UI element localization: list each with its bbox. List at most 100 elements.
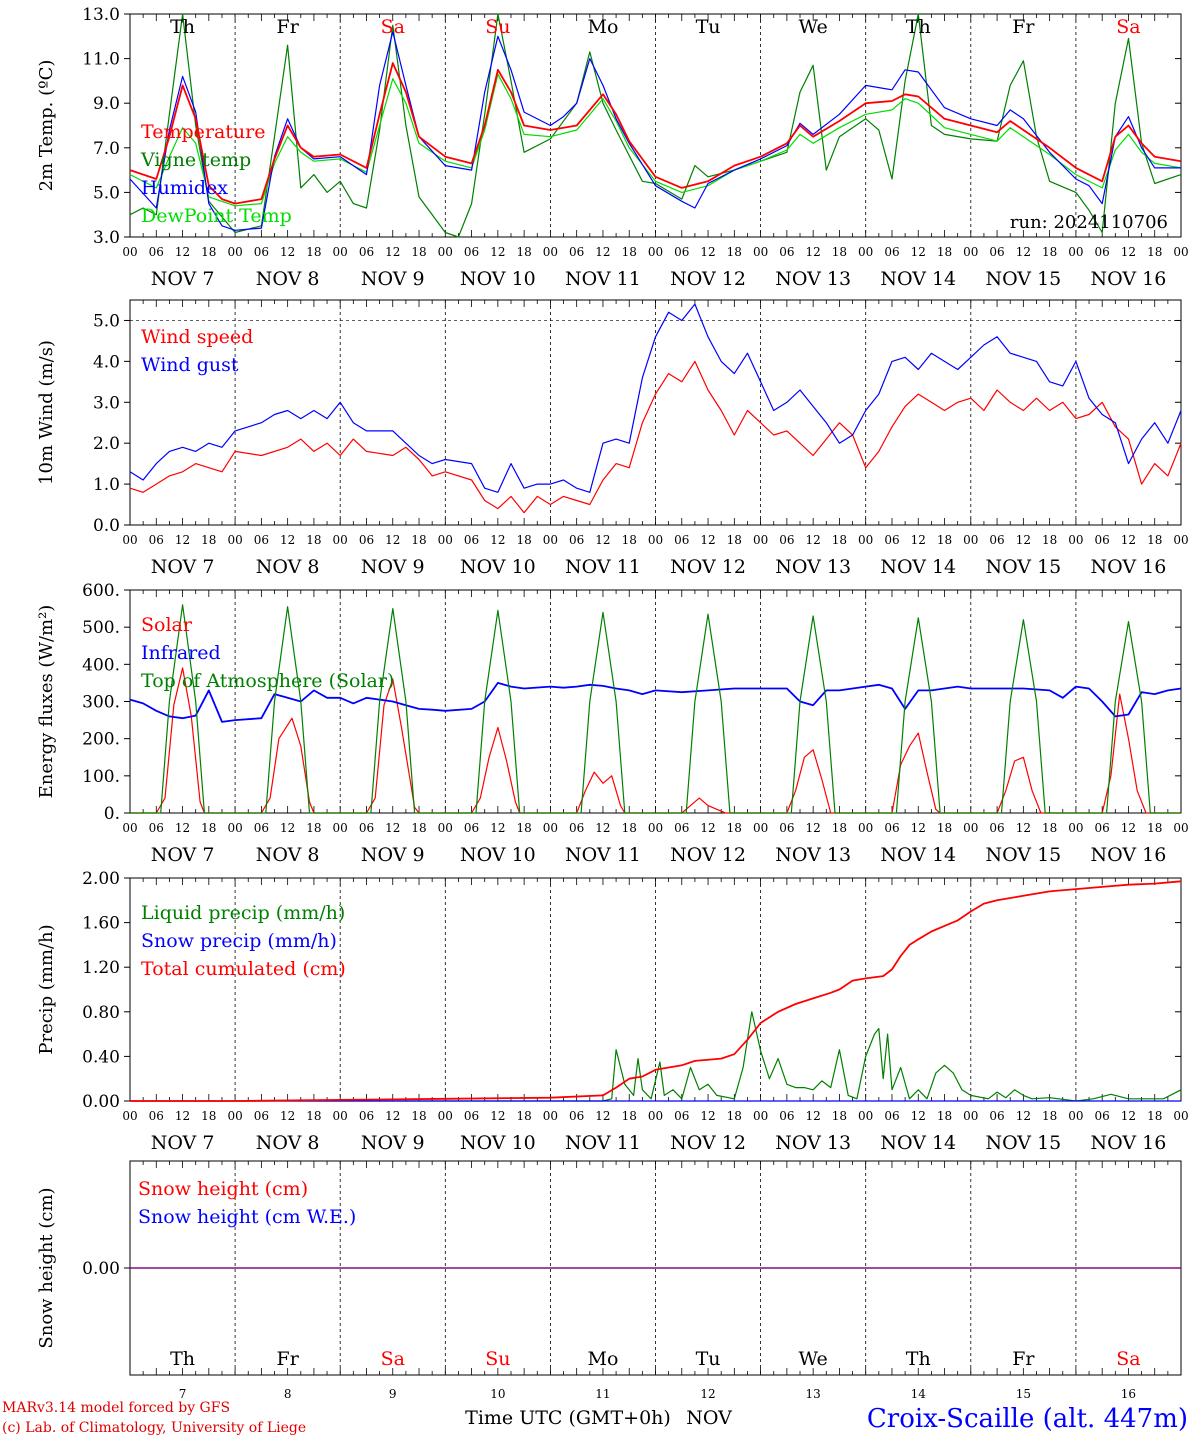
weekday-label-bottom: Su [485, 1348, 510, 1370]
date-label: NOV 12 [670, 556, 746, 578]
weekday-label-bottom: Tu [696, 1348, 721, 1370]
hour-label: 06 [779, 533, 794, 547]
legend-entry: Solar [141, 614, 193, 636]
hour-label: 00 [333, 533, 348, 547]
hour-label: 06 [254, 533, 269, 547]
day-number-label: 16 [1121, 1387, 1136, 1401]
hour-label: 12 [1016, 245, 1031, 259]
hour-label: 06 [464, 533, 479, 547]
hour-label: 12 [700, 821, 715, 835]
date-label: NOV 12 [670, 1132, 746, 1154]
hour-label: 12 [385, 1109, 400, 1123]
series-line-humidex [129, 31, 1181, 231]
hour-label: 00 [858, 821, 873, 835]
hour-label: 12 [1016, 1109, 1031, 1123]
hour-label: 18 [937, 245, 952, 259]
hour-label: 12 [595, 533, 610, 547]
legend-entry: Snow height (cm W.E.) [138, 1206, 356, 1228]
hour-label: 06 [569, 533, 584, 547]
series-line-infrared [129, 682, 1182, 723]
hour-label: 18 [1147, 821, 1162, 835]
hour-label: 12 [280, 1109, 295, 1123]
hour-label: 06 [1095, 821, 1110, 835]
date-label: NOV 8 [256, 844, 320, 866]
legend-entry: Liquid precip (mm/h) [141, 902, 345, 924]
legend-entry: Snow precip (mm/h) [141, 930, 337, 952]
hour-label: 12 [595, 821, 610, 835]
hour-label: 06 [149, 245, 164, 259]
legend-entry: Total cumulated (cm) [141, 958, 346, 980]
date-label: NOV 15 [985, 1132, 1061, 1154]
hour-label: 12 [700, 245, 715, 259]
series-line-dewpoint-temp [129, 73, 1182, 207]
legend-entry: Top of Atmosphere (Solar) [141, 670, 394, 692]
weekday-label-bottom: Sa [381, 1348, 405, 1370]
date-label: NOV 7 [151, 1132, 215, 1154]
hour-label: 12 [595, 1109, 610, 1123]
date-label: NOV 11 [565, 1132, 641, 1154]
date-label: NOV 16 [1091, 844, 1167, 866]
hour-label: 18 [727, 821, 742, 835]
hour-label: 06 [779, 245, 794, 259]
hour-label: 00 [963, 533, 978, 547]
hour-label: 18 [516, 1109, 531, 1123]
y-axis-label: Precip (mm/h) [36, 924, 57, 1054]
y-tick-label: 2.00 [82, 869, 120, 889]
hour-label: 18 [411, 245, 426, 259]
hour-label: 00 [122, 533, 137, 547]
hour-label: 18 [622, 245, 637, 259]
hour-label: 12 [806, 821, 821, 835]
hour-label: 00 [1173, 1109, 1188, 1123]
date-label: NOV 11 [565, 844, 641, 866]
date-label: NOV 7 [151, 844, 215, 866]
y-axis-label: Energy fluxes (W/m²) [36, 605, 57, 799]
y-tick-label: 0.00 [82, 1092, 120, 1112]
hour-label: 06 [779, 821, 794, 835]
day-number-label: 12 [700, 1387, 715, 1401]
hour-label: 00 [227, 245, 242, 259]
date-label: NOV 13 [775, 268, 851, 290]
series-line-wind-speed [129, 360, 1182, 514]
hour-label: 12 [911, 533, 926, 547]
hour-label: 06 [359, 1109, 374, 1123]
hour-label: 00 [438, 245, 453, 259]
hour-label: 06 [779, 1109, 794, 1123]
hour-label: 12 [280, 821, 295, 835]
y-axis-label: Snow height (cm) [36, 1187, 57, 1348]
weekday-label-bottom: Th [170, 1348, 195, 1370]
hour-label: 12 [490, 533, 505, 547]
hour-label: 18 [411, 821, 426, 835]
hour-label: 00 [543, 533, 558, 547]
y-tick-label: 5.0 [93, 183, 120, 203]
hour-label: 06 [674, 533, 689, 547]
date-label: NOV 7 [151, 556, 215, 578]
hour-label: 18 [727, 1109, 742, 1123]
hour-label: 06 [569, 1109, 584, 1123]
y-tick-label: 4.0 [93, 352, 120, 372]
hour-label: 12 [911, 821, 926, 835]
hour-label: 18 [937, 533, 952, 547]
hour-label: 00 [333, 821, 348, 835]
y-tick-label: 0. [104, 804, 120, 824]
weekday-label-bottom: Fr [1012, 1348, 1035, 1370]
weekday-label-top: Mo [587, 16, 618, 38]
hour-label: 18 [1042, 533, 1057, 547]
y-tick-label: 11.0 [82, 50, 120, 70]
hour-label: 00 [122, 245, 137, 259]
hour-label: 12 [175, 533, 190, 547]
series-line-top-of-atmosphere-solar- [130, 604, 1181, 814]
hour-label: 18 [516, 245, 531, 259]
hour-label: 18 [832, 533, 847, 547]
series-line-vigne-temp [129, 13, 1182, 238]
date-label: NOV 15 [985, 556, 1061, 578]
day-number-label: 10 [490, 1387, 505, 1401]
hour-label: 12 [385, 533, 400, 547]
hour-label: 00 [227, 1109, 242, 1123]
hour-label: 00 [1068, 1109, 1083, 1123]
hour-label: 00 [648, 533, 663, 547]
hour-label: 00 [648, 245, 663, 259]
hour-label: 12 [490, 245, 505, 259]
hour-label: 06 [884, 245, 899, 259]
hour-label: 12 [385, 821, 400, 835]
